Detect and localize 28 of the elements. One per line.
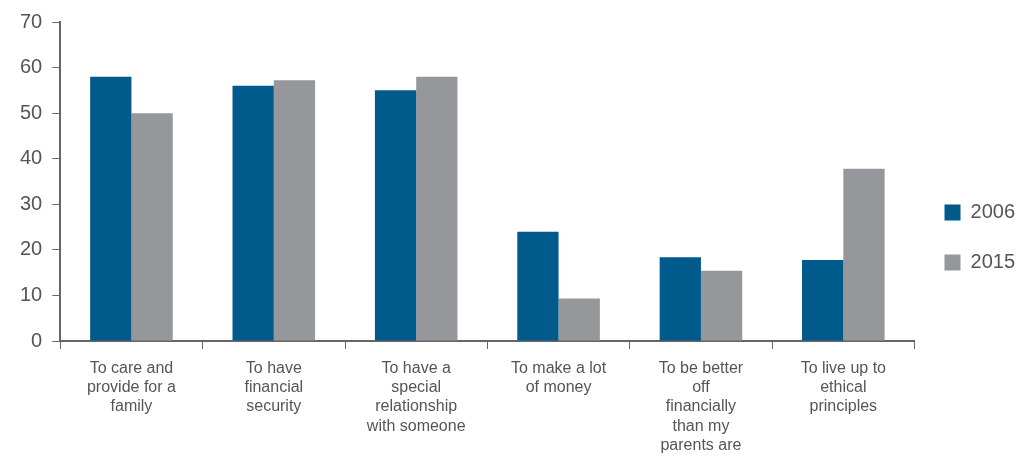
bar <box>843 168 885 341</box>
x-tick-label: To have a special relationship with someone <box>365 359 466 434</box>
y-tick-label: 70 <box>20 9 43 32</box>
bar <box>802 259 844 341</box>
y-tick-label: 60 <box>20 55 43 78</box>
bar <box>90 76 132 341</box>
legend-label: 2015 <box>970 250 1016 273</box>
y-tick-label: 20 <box>20 237 43 260</box>
x-tick-label: To make a lot of money <box>510 359 607 396</box>
bar <box>273 80 316 341</box>
x-tick-label: To have financial security <box>244 359 304 415</box>
bar <box>700 270 743 341</box>
y-tick-label: 0 <box>31 328 43 351</box>
y-tick-label: 30 <box>20 191 43 214</box>
y-tick-label: 10 <box>20 282 43 305</box>
bar <box>517 231 559 341</box>
y-tick-label: 50 <box>20 100 43 123</box>
bar <box>558 298 600 341</box>
x-tick-label: To be better off financially than my parents are <box>658 359 744 453</box>
y-tick-label: 40 <box>20 146 43 169</box>
x-tick-label: To live up to ethical principles <box>800 359 887 415</box>
bar <box>659 257 701 341</box>
bar <box>374 90 417 341</box>
x-tick-label: To care and provide for a family <box>86 359 176 415</box>
bar <box>131 113 173 341</box>
bar <box>416 76 458 341</box>
legend-label: 2006 <box>970 200 1016 223</box>
bar <box>232 85 274 341</box>
